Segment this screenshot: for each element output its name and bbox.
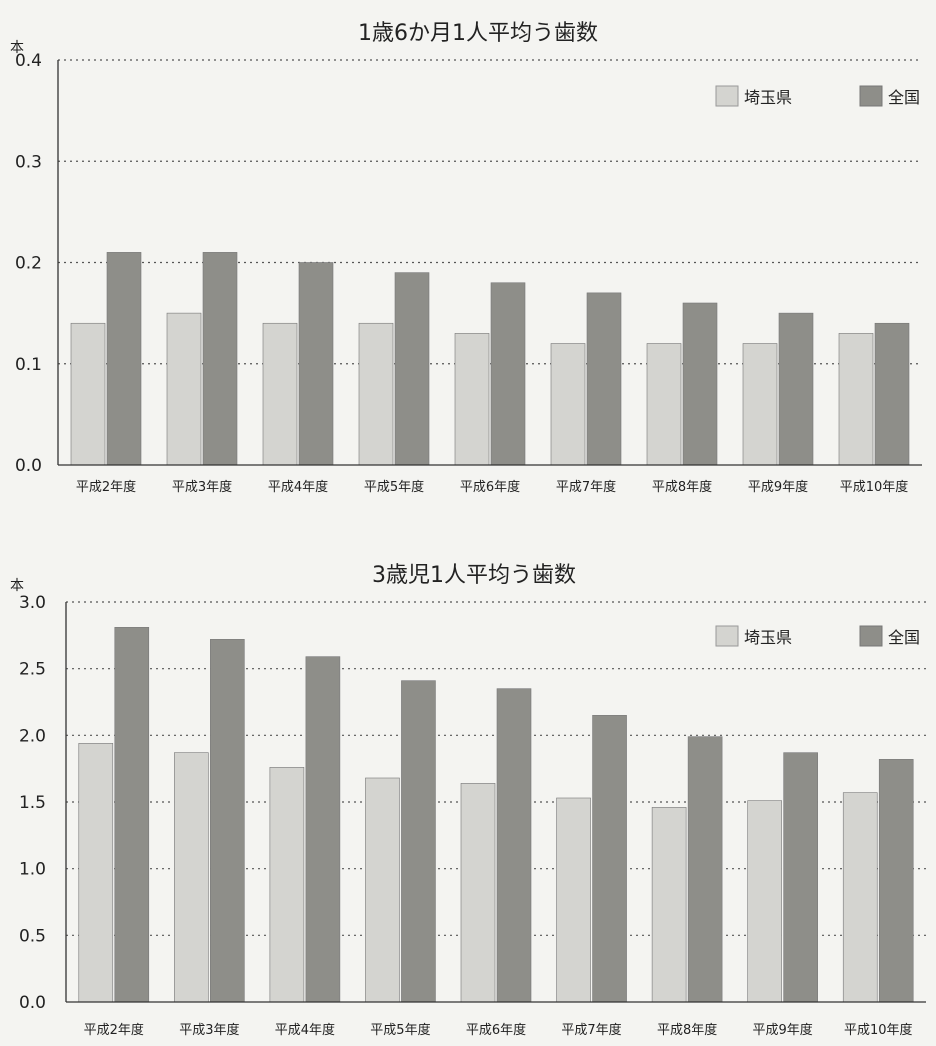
chart-2-x-tick-label: 平成2年度: [84, 1022, 144, 1038]
chart-2-x-tick-label: 平成4年度: [275, 1022, 335, 1038]
chart-1-x-tick-label: 平成10年度: [840, 479, 909, 495]
chart-2-bar-saitama: [460, 783, 496, 1003]
chart-2-bar-saitama: [174, 752, 209, 1003]
chart-2-y-tick-label: 2.0: [19, 726, 46, 746]
chart-1-x-tick-label: 平成5年度: [364, 479, 424, 495]
chart-1-title: 1歳6か月1人平均う歯数: [358, 21, 598, 46]
chart-1-y-tick-label: 0.0: [15, 456, 42, 476]
chart-1-x-tick-label: 平成8年度: [652, 479, 712, 495]
chart-2-legend-label-national: 全国: [888, 628, 920, 647]
chart-1-bar-national: [394, 272, 430, 466]
chart-2-y-tick-label: 1.5: [19, 793, 46, 813]
chart-2-bar-saitama: [269, 767, 305, 1003]
chart-2-bar-saitama: [842, 792, 878, 1003]
chart-2-legend-swatch-saitama: [715, 625, 739, 647]
chart-2-bar-saitama: [365, 777, 400, 1003]
chart-1-x-tick-label: 平成7年度: [556, 479, 616, 495]
chart-2-svg: 3歳児1人平均う歯数 本 0.0 0.5 1.0 1.5 2.0 2.5 3.0 平成2年度…: [10, 563, 926, 1038]
chart-1-y-tick-label: 0.4: [15, 51, 42, 71]
chart-1-legend: 埼玉県 全国: [715, 85, 920, 107]
chart-1-x-tick-label: 平成6年度: [460, 479, 520, 495]
chart-1-y-ticks: 0.0 0.1 0.2 0.3 0.4: [15, 51, 42, 476]
chart-1-bar-national: [778, 312, 814, 466]
chart-2-bar-national: [210, 639, 245, 1003]
chart-2-y-tick-label: 1.0: [19, 860, 46, 880]
chart-2-bar-national: [305, 656, 341, 1003]
chart-2-legend-label-saitama: 埼玉県: [744, 628, 792, 647]
chart-1-x-ticks: 平成2年度 平成3年度 平成4年度 平成5年度 平成6年度 平成7年度 平成8年度 平成9年度…: [76, 479, 908, 495]
chart-1-bar-saitama: [454, 333, 490, 466]
chart-2-y-tick-label: 2.5: [19, 660, 46, 680]
chart-1-gridlines: [58, 59, 922, 365]
chart-1-legend-swatch-national: [859, 85, 883, 107]
chart-2-y-tick-label: 3.0: [19, 593, 46, 613]
chart-1-x-tick-label: 平成4年度: [268, 479, 328, 495]
chart-1-bar-national: [298, 262, 334, 466]
chart-1-bar-national: [682, 302, 718, 466]
chart-2-y-tick-label: 0.5: [19, 926, 46, 946]
chart-2-bar-national: [401, 680, 436, 1003]
chart-2-y-unit-label: 本: [10, 578, 24, 594]
chart-1-legend-label-saitama: 埼玉県: [744, 88, 792, 107]
chart-1-bar-national: [490, 282, 526, 466]
chart-2-bar-national: [878, 759, 914, 1003]
chart-2-bar-national: [783, 752, 818, 1003]
chart-1-bar-saitama: [262, 322, 298, 466]
chart-2-bar-national: [496, 688, 532, 1003]
chart-2-bar-national: [592, 715, 627, 1003]
chart-2-bar-saitama: [556, 797, 591, 1003]
chart-1-y-unit-label: 本: [10, 40, 24, 56]
chart-2-x-tick-label: 平成7年度: [561, 1022, 621, 1038]
chart-2-x-tick-label: 平成8年度: [657, 1022, 717, 1038]
chart-1-bar-saitama: [166, 312, 202, 466]
chart-1-bar-national: [586, 292, 622, 466]
chart-2-bar-saitama: [78, 743, 114, 1003]
chart-1-legend-label-national: 全国: [888, 88, 920, 107]
chart-1-y-tick-label: 0.2: [15, 254, 42, 274]
chart-1-bar-national: [106, 252, 142, 466]
chart-2-bar-saitama: [747, 800, 782, 1003]
chart-1-bar-saitama: [742, 343, 778, 466]
chart-2-bar-saitama: [651, 807, 687, 1003]
chart-1-x-tick-label: 平成2年度: [76, 479, 136, 495]
chart-2-x-tick-label: 平成6年度: [466, 1022, 526, 1038]
chart-2-x-ticks: 平成2年度 平成3年度 平成4年度 平成5年度 平成6年度 平成7年度 平成8年度 平成9年度…: [84, 1022, 913, 1038]
chart-2-bars: [78, 627, 914, 1003]
chart-1-x-tick-label: 平成9年度: [748, 479, 808, 495]
chart-2-legend-swatch-national: [859, 625, 883, 647]
chart-1-x-tick-label: 平成3年度: [172, 479, 232, 495]
chart-1-bar-saitama: [70, 322, 106, 466]
chart-1-legend-swatch-saitama: [715, 85, 739, 107]
chart-2-y-ticks: 0.0 0.5 1.0 1.5 2.0 2.5 3.0: [19, 593, 46, 1013]
chart-2-y-tick-label: 0.0: [19, 993, 46, 1013]
chart-2-legend: 埼玉県 全国: [715, 625, 920, 647]
chart-1-bar-national: [874, 322, 910, 466]
chart-1-bar-saitama: [358, 322, 394, 466]
chart-1-y-tick-label: 0.3: [15, 152, 42, 172]
chart-1-svg: 1歳6か月1人平均う歯数 本 0.0 0.1 0.2 0.3 0.4 平成2年度 平成3年…: [10, 21, 922, 495]
chart-1-bar-saitama: [646, 343, 682, 466]
chart-2-title: 3歳児1人平均う歯数: [372, 563, 576, 588]
chart-1-bar-saitama: [550, 343, 586, 466]
chart-2-bar-national: [687, 736, 723, 1003]
chart-2-bar-national: [114, 627, 150, 1003]
chart-2-x-tick-label: 平成3年度: [179, 1022, 239, 1038]
chart-2-x-tick-label: 平成5年度: [370, 1022, 430, 1038]
chart-1-bar-saitama: [838, 333, 874, 466]
chart-1-bars: [70, 252, 910, 466]
chart-2-x-tick-label: 平成10年度: [844, 1022, 913, 1038]
chart-2-x-tick-label: 平成9年度: [753, 1022, 813, 1038]
chart-1-y-tick-label: 0.1: [15, 355, 42, 375]
chart-1-bar-national: [202, 252, 238, 466]
